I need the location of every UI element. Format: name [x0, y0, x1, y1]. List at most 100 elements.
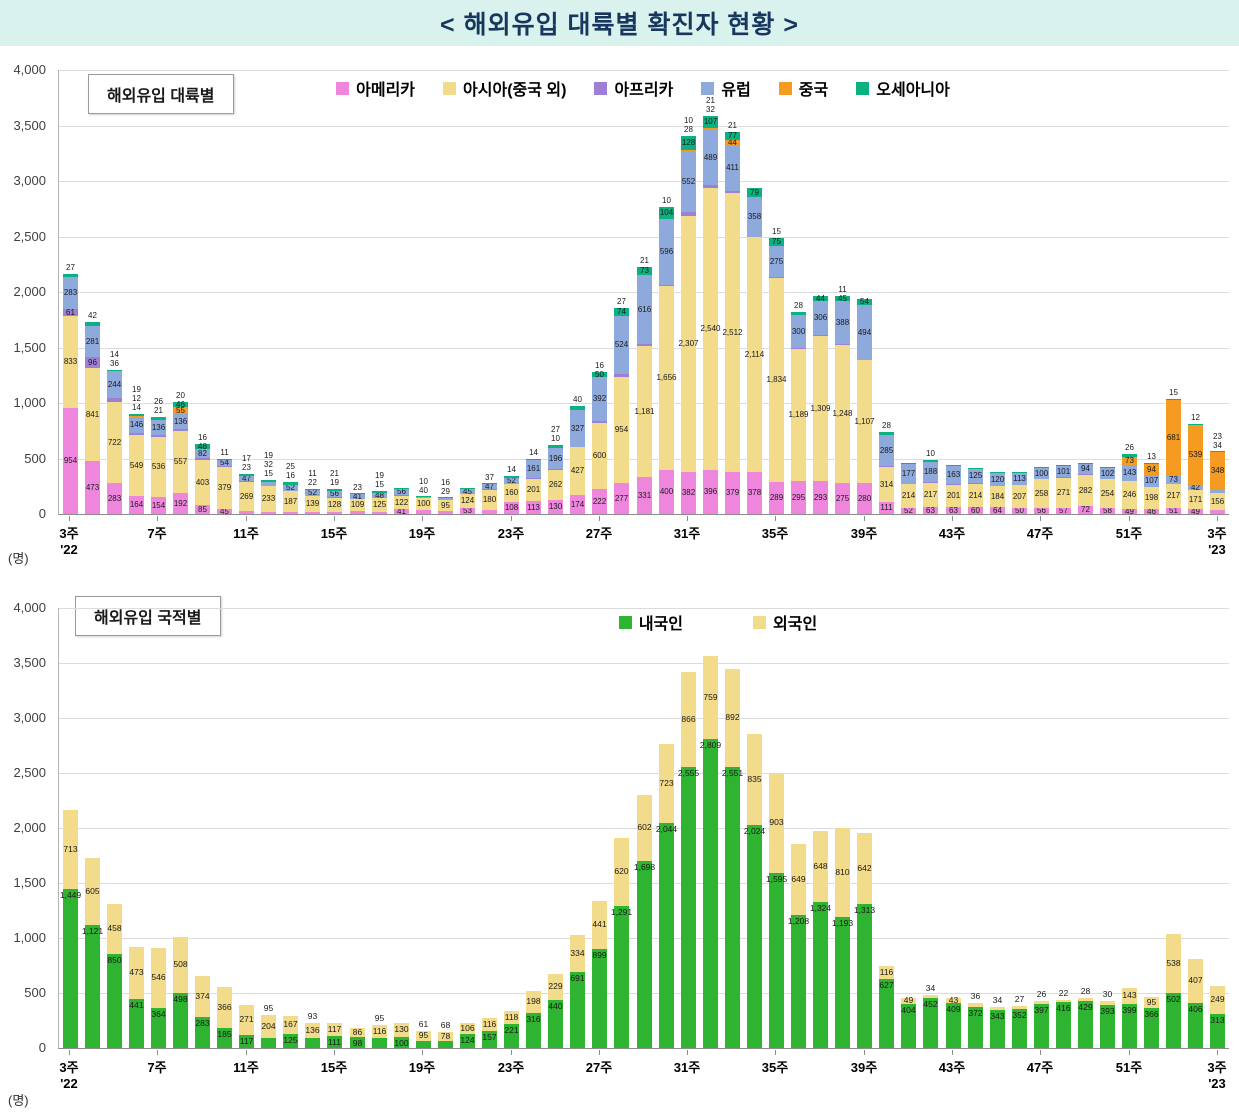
bar-segment [1100, 479, 1115, 508]
bar-segment [416, 496, 431, 497]
bar-segment [681, 472, 696, 514]
bar-segment [990, 472, 1005, 473]
continent-chart-label-box: 해외유입 대륙별 [88, 74, 234, 114]
nationality-chart-label-box: 해외유입 국적별 [75, 596, 221, 636]
bar-segment [482, 489, 497, 490]
bar-segment [835, 828, 850, 917]
bar-segment [592, 377, 607, 421]
bar-label: 95 [374, 1013, 385, 1023]
bar-segment [239, 476, 254, 481]
bar-segment [923, 462, 938, 482]
bar-segment [659, 285, 674, 286]
bar-segment [107, 398, 122, 402]
bar-segment [261, 1015, 276, 1038]
x-tick-label: 15주 [302, 1057, 366, 1076]
bar-label: 27 [617, 297, 626, 306]
bar-label: 11 [220, 448, 229, 457]
bar-segment [592, 423, 607, 489]
grid-line [59, 237, 1229, 238]
x-tick-label: 43주 [920, 1057, 984, 1076]
bar-segment [1210, 986, 1225, 1014]
bar-segment [151, 417, 166, 420]
bar-segment [1012, 473, 1027, 485]
bar-label: 95 [263, 1003, 274, 1013]
bar-segment [504, 478, 519, 484]
bar-segment [195, 460, 210, 505]
bar-segment [990, 473, 1005, 486]
legend-label: 오세아니아 [876, 82, 950, 99]
x-tick-label: 43주 [920, 523, 984, 542]
bar-segment [990, 1010, 1005, 1048]
bar-segment [372, 498, 387, 512]
bar-label: 14 [110, 350, 119, 359]
bar-segment [637, 267, 652, 275]
bar-segment [968, 469, 983, 483]
bar-segment [659, 286, 674, 470]
bar-segment [526, 991, 541, 1013]
axis-tick [246, 1050, 247, 1055]
bar-segment [1188, 485, 1203, 490]
bar-segment [327, 1023, 342, 1036]
bar-segment [1078, 464, 1093, 474]
bar-segment [261, 482, 276, 486]
bar-segment [1122, 509, 1137, 514]
bar-segment [968, 468, 983, 469]
bar-segment [394, 495, 409, 496]
axis-tick [599, 1050, 600, 1055]
x-tick-text: 3주 [59, 1060, 79, 1075]
bar-segment [1034, 479, 1049, 508]
bar-segment [703, 130, 718, 185]
bar-label: 42 [88, 311, 97, 320]
bar-segment [923, 507, 938, 514]
bar-segment [1188, 1003, 1203, 1048]
bar-label: 34 [925, 983, 936, 993]
bar-segment [592, 949, 607, 1048]
bar-segment [1188, 425, 1203, 485]
bar-segment [195, 449, 210, 458]
bar-segment [791, 481, 806, 514]
bar-segment [879, 502, 894, 514]
bar-segment [879, 466, 894, 467]
bar-segment [217, 460, 232, 466]
bar-segment [791, 315, 806, 348]
bar-segment [1210, 490, 1225, 493]
axis-tick [69, 1050, 70, 1055]
bar-segment [1210, 451, 1225, 452]
grid-line [59, 126, 1229, 127]
bar-segment [1122, 481, 1137, 509]
x-tick-text: 39주 [850, 526, 878, 541]
bar-segment [1034, 468, 1049, 479]
bar-label: 26 [1125, 443, 1134, 452]
x-tick-label: 3주 '22 [37, 1057, 101, 1091]
bar-segment [129, 947, 144, 999]
nationality-chart: 해외유입 국적별 내국인 외국인 0 500 1,000 1,500 2,000 2,500… [0, 586, 1239, 1118]
bar-label: 21 [330, 469, 339, 478]
bar-segment [548, 469, 563, 470]
bar-segment [327, 489, 342, 491]
x-tick-label: 3주 '23 [1185, 523, 1239, 557]
x-tick-text: 3주 [1207, 526, 1227, 541]
continent-chart-plot: 954 833 61 283 27 473 841 96 281 42 283 722 36 244 14 1… [58, 70, 1229, 516]
bar-segment [504, 1024, 519, 1048]
x-tick-text: 15주 [320, 526, 348, 541]
bar-segment [305, 489, 320, 490]
bar-segment [968, 1007, 983, 1048]
bar-segment [614, 838, 629, 906]
bar-segment [570, 495, 585, 514]
legend-label: 유럽 [721, 82, 751, 99]
bar-segment [438, 1032, 453, 1041]
x-tick-text: 31주 [673, 1060, 701, 1075]
bar-segment [901, 463, 916, 464]
x-tick-text: 7주 [147, 526, 167, 541]
bar-segment [1078, 506, 1093, 514]
legend-swatch [594, 81, 608, 95]
bar-segment [63, 408, 78, 514]
bar-segment [63, 810, 78, 889]
bar-segment [637, 861, 652, 1048]
y-axis-label: 4,000 [13, 62, 46, 77]
x-tick-label: 35주 [743, 1057, 807, 1076]
bar-segment [946, 466, 961, 484]
bar-segment [350, 499, 365, 511]
bar-segment [151, 435, 166, 437]
axis-tick [599, 516, 600, 521]
